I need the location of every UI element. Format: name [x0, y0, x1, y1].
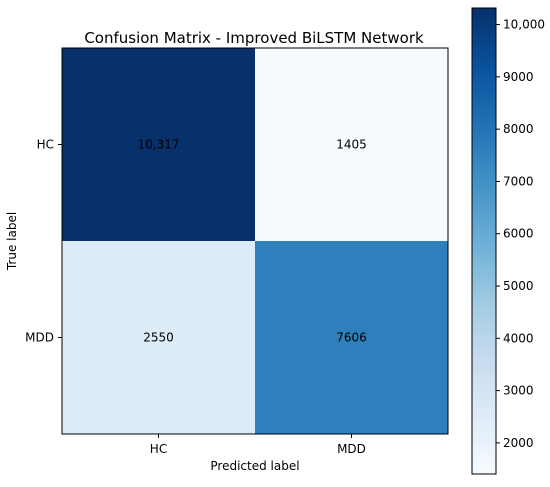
matrix-cells	[62, 48, 448, 434]
y-tick-label-0: HC	[37, 138, 54, 152]
colorbar-frame	[471, 7, 497, 475]
cell-value-0-0: 10,317	[138, 138, 180, 152]
x-axis-ticks: HC MDD	[150, 434, 366, 456]
chart-title: Confusion Matrix - Improved BiLSTM Netwo…	[84, 29, 424, 47]
x-axis-label: Predicted label	[210, 459, 299, 473]
cell-value-0-1: 1405	[336, 138, 367, 152]
y-axis-label: True label	[5, 212, 19, 271]
cell-value-1-1: 7606	[336, 331, 367, 345]
colorbar-tick-label-8: 10,000	[503, 18, 545, 32]
colorbar-tick-label-4: 6000	[503, 227, 534, 241]
y-axis-ticks: HC MDD	[25, 138, 62, 345]
cell-0-0	[62, 48, 255, 241]
colorbar	[472, 8, 496, 474]
plot-frame	[61, 47, 449, 435]
colorbar-tick-label-6: 8000	[503, 122, 534, 136]
cell-value-1-0: 2550	[143, 331, 174, 345]
colorbar-tick-label-5: 7000	[503, 174, 534, 188]
colorbar-tick-label-1: 3000	[503, 384, 534, 398]
cell-1-0	[62, 241, 255, 434]
x-tick-label-0: HC	[150, 442, 167, 456]
y-tick-label-1: MDD	[25, 331, 54, 345]
cell-0-1	[255, 48, 448, 241]
x-tick-label-1: MDD	[337, 442, 366, 456]
matrix-cell-labels: 10,317 1405 2550 7606	[138, 138, 367, 345]
colorbar-tick-label-2: 4000	[503, 331, 534, 345]
colorbar-tick-label-3: 5000	[503, 279, 534, 293]
colorbar-tick-label-7: 9000	[503, 70, 534, 84]
colorbar-tick-label-0: 2000	[503, 436, 534, 450]
colorbar-ticks: 2000 3000 4000 5000 6000 7000 8000 9000 10,000	[496, 18, 545, 450]
cell-1-1	[255, 241, 448, 434]
